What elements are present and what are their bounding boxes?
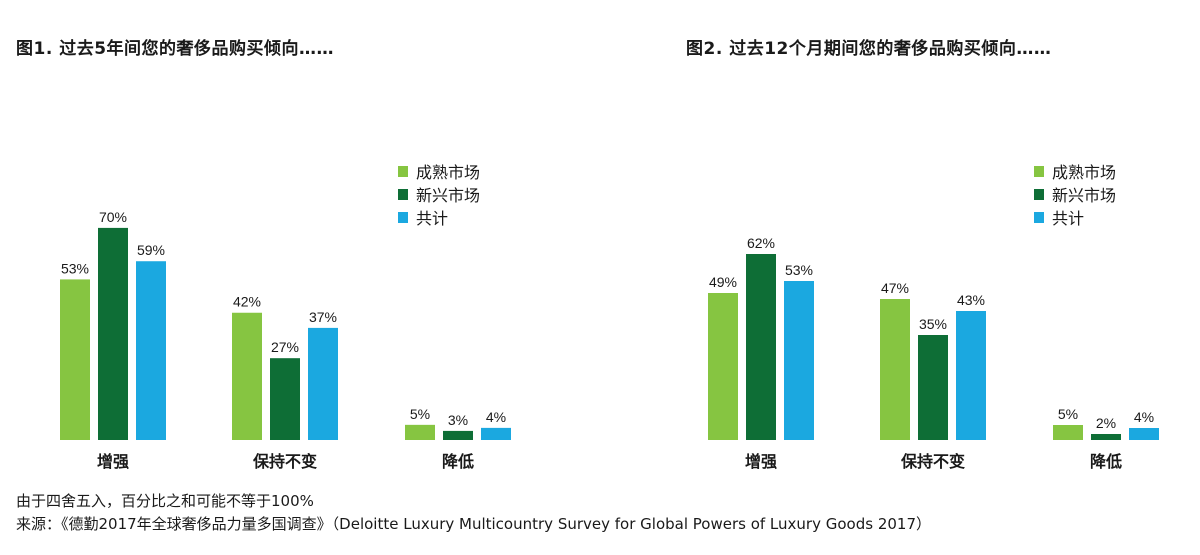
legend-item-emerging: 新兴市场	[398, 183, 480, 205]
bar-emerging	[918, 335, 948, 440]
data-label-total: 53%	[785, 262, 813, 278]
bar-emerging	[746, 254, 776, 440]
chart-2-legend: 成熟市场 新兴市场 共计	[1034, 160, 1116, 229]
legend-label-mature: 成熟市场	[416, 163, 481, 182]
legend-label-total: 共计	[416, 209, 449, 228]
legend-swatch-emerging	[398, 188, 408, 200]
data-label-total: 59%	[137, 242, 165, 258]
data-label-total: 4%	[1134, 409, 1154, 425]
bar-total	[308, 327, 338, 440]
chart-2-plot: 49% 62% 53% 增强 47% 35% 43% 保持不变 5% 2% 4% 降低	[708, 235, 1159, 471]
chart-2-title: 图2. 过去12个月期间您的奢侈品购买倾向……	[686, 39, 1052, 59]
data-label-emerging: 2%	[1096, 415, 1116, 431]
bar-mature	[708, 293, 738, 440]
source-note: 来源：《德勤2017年全球奢侈品力量多国调查》（Deloitte Luxury …	[16, 515, 931, 533]
bar-emerging	[1091, 434, 1121, 440]
data-label-mature: 5%	[410, 406, 430, 422]
category-label: 降低	[1090, 452, 1122, 471]
bar-mature	[405, 424, 435, 440]
bar-total	[784, 281, 814, 440]
bar-mature	[60, 279, 90, 440]
data-label-mature: 5%	[1058, 406, 1078, 422]
chart-1-title: 图1. 过去5年间您的奢侈品购买倾向……	[16, 39, 335, 59]
rounding-note: 由于四舍五入，百分比之和可能不等于100%	[16, 492, 314, 510]
bar-emerging	[270, 358, 300, 440]
chart-1-legend: 成熟市场 新兴市场 共计	[398, 160, 480, 229]
bar-mature	[1053, 425, 1083, 440]
bar-emerging	[98, 227, 128, 440]
legend-item-emerging: 新兴市场	[1034, 183, 1116, 205]
bar-total	[481, 427, 511, 440]
data-label-total: 4%	[486, 409, 506, 425]
legend-swatch-mature	[398, 165, 408, 177]
data-label-mature: 42%	[233, 294, 261, 310]
data-label-mature: 53%	[61, 260, 89, 276]
bar-emerging	[443, 430, 473, 440]
data-label-emerging: 35%	[919, 316, 947, 332]
chart-1-plot: 53% 70% 59% 增强 42% 27% 37% 保持不变 5% 3% 4% 降低	[60, 209, 511, 471]
data-label-emerging: 62%	[747, 235, 775, 251]
legend-item-mature: 成熟市场	[398, 160, 480, 182]
bar-total	[136, 261, 166, 440]
legend-label-total: 共计	[1052, 209, 1085, 228]
chart-1: 图1. 过去5年间您的奢侈品购买倾向…… 53% 70% 59% 增强 42% 27% 37…	[0, 0, 600, 480]
legend-swatch-total	[398, 211, 408, 223]
category-label: 保持不变	[252, 452, 317, 471]
bar-mature	[880, 299, 910, 440]
bar-mature	[232, 312, 262, 440]
legend-label-emerging: 新兴市场	[416, 186, 481, 205]
legend-swatch-mature	[1034, 165, 1044, 177]
bar-total	[1129, 428, 1159, 440]
chart-2: 图2. 过去12个月期间您的奢侈品购买倾向…… 49% 62% 53% 增强 47% 35…	[640, 0, 1200, 480]
data-label-total: 43%	[957, 292, 985, 308]
data-label-total: 37%	[309, 309, 337, 325]
data-label-mature: 47%	[881, 280, 909, 296]
category-label: 增强	[97, 452, 129, 471]
category-label: 保持不变	[900, 452, 965, 471]
legend-label-emerging: 新兴市场	[1052, 186, 1117, 205]
data-label-mature: 49%	[709, 274, 737, 290]
legend-swatch-emerging	[1034, 188, 1044, 200]
category-label: 增强	[745, 452, 777, 471]
legend-label-mature: 成熟市场	[1052, 163, 1117, 182]
data-label-emerging: 70%	[99, 209, 127, 225]
legend-swatch-total	[1034, 211, 1044, 223]
data-label-emerging: 3%	[448, 412, 468, 428]
legend-item-mature: 成熟市场	[1034, 160, 1116, 182]
bar-total	[956, 311, 986, 440]
legend-item-total: 共计	[398, 206, 480, 228]
legend-item-total: 共计	[1034, 206, 1116, 228]
category-label: 降低	[442, 452, 474, 471]
footnotes: 由于四舍五入，百分比之和可能不等于100% 来源：《德勤2017年全球奢侈品力量…	[16, 490, 931, 536]
data-label-emerging: 27%	[271, 339, 299, 355]
